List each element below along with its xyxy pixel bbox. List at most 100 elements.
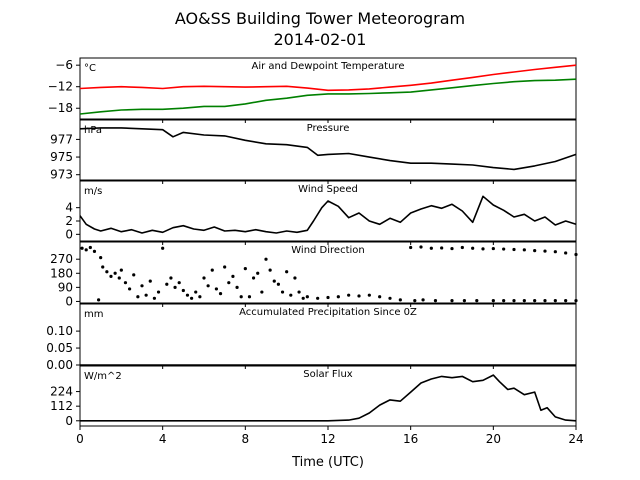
panel-2: 420 m/s Wind Speed (65, 180, 577, 245)
data-point (276, 282, 280, 286)
y-tick-label: 0.05 (46, 341, 73, 355)
data-point (235, 285, 239, 289)
panel-0: −6 −12 −18 °C Air and Dewpoint Temperature (48, 57, 577, 123)
data-point (136, 295, 140, 299)
y-tick-label: −12 (48, 80, 73, 94)
data-point (202, 276, 206, 280)
data-point (289, 293, 293, 297)
y-tick-label: 0 (65, 414, 73, 428)
data-point (533, 299, 537, 303)
y-tick-label: 0 (65, 294, 73, 308)
data-point (169, 276, 173, 280)
data-point (574, 299, 578, 303)
data-point (223, 265, 227, 269)
series-line-0 (80, 374, 577, 422)
data-point (564, 251, 568, 255)
x-tick-label: 8 (242, 432, 250, 446)
data-point (450, 246, 454, 251)
series-line-0 (79, 195, 577, 234)
data-point (512, 247, 516, 252)
data-point (128, 287, 132, 291)
data-point (144, 293, 148, 297)
y-tick-label: 90 (58, 280, 73, 294)
y-tick-label: 973 (50, 168, 73, 182)
data-point (347, 293, 351, 297)
y-tick-label: 224 (50, 385, 73, 399)
y-tick-label: −6 (55, 58, 73, 72)
data-point (512, 299, 516, 303)
figure-title: AO&SS Building Tower Meteorogram (175, 9, 465, 28)
data-point (285, 270, 289, 274)
panel-4: 0.10 0.05 0.00 mm Accumulated Precipitation … (46, 303, 577, 372)
panel-unit-label: W/m^2 (84, 371, 122, 382)
data-point (398, 298, 402, 302)
data-point (502, 247, 506, 251)
scatter-series-0 (80, 245, 578, 303)
data-point (256, 271, 260, 275)
y-tick-label: 112 (50, 399, 73, 413)
data-point (117, 276, 121, 280)
panel-title: Wind Direction (291, 245, 365, 256)
panel-1: 977 975 973 hPa Pressure (50, 119, 577, 184)
panel-title: Air and Dewpoint Temperature (252, 61, 405, 72)
data-point (177, 281, 181, 285)
data-point (413, 299, 417, 303)
data-point (440, 246, 444, 250)
data-point (132, 273, 136, 277)
data-point (99, 256, 103, 260)
data-point (206, 284, 210, 288)
data-point (533, 249, 537, 253)
data-point (264, 257, 268, 261)
panel-unit-label: hPa (84, 125, 102, 136)
y-tick-label: 0.10 (46, 324, 73, 338)
data-point (105, 270, 109, 274)
x-tick-label: 24 (568, 432, 583, 446)
data-point (185, 293, 190, 297)
data-point (161, 246, 165, 250)
panel-unit-label: mm (84, 309, 103, 320)
data-point (543, 249, 547, 253)
figure-date: 2014-02-01 (274, 30, 367, 49)
data-point (574, 252, 578, 257)
data-point (123, 281, 128, 285)
data-point (293, 276, 297, 280)
data-point (367, 293, 371, 297)
data-point (239, 295, 243, 299)
data-point (80, 246, 84, 250)
y-tick-label: 4 (65, 201, 73, 215)
data-point (97, 298, 101, 302)
data-point (429, 246, 433, 250)
data-point (260, 290, 264, 294)
x-tick-label: 0 (76, 432, 84, 446)
data-point (305, 295, 309, 299)
scatter-series-1 (409, 245, 578, 257)
data-point (247, 295, 252, 299)
y-tick-label: 270 (50, 252, 73, 266)
data-point (231, 274, 235, 279)
y-tick-label: 0.00 (46, 358, 73, 372)
y-tick-label: 977 (50, 132, 73, 146)
panel-title: Wind Speed (298, 184, 358, 195)
data-point (272, 279, 276, 283)
data-point (140, 284, 144, 288)
data-point (101, 265, 105, 269)
x-tick-label: 4 (159, 432, 167, 446)
y-tick-label: −18 (48, 101, 73, 115)
panels-group: −6 −12 −18 °C Air and Dewpoint Temperature 97… (46, 57, 584, 446)
data-point (553, 299, 557, 303)
data-point (378, 295, 382, 299)
data-point (92, 249, 97, 253)
data-point (421, 298, 425, 302)
data-point (553, 250, 557, 254)
data-point (471, 246, 475, 250)
x-axis-label: Time (UTC) (291, 455, 364, 470)
data-point (109, 274, 113, 279)
data-point (336, 295, 340, 299)
data-point (113, 271, 117, 275)
data-point (301, 296, 305, 300)
data-point (316, 296, 320, 300)
series-line-0 (79, 64, 577, 92)
panel-title: Accumulated Precipitation Since 0Z (239, 307, 417, 318)
